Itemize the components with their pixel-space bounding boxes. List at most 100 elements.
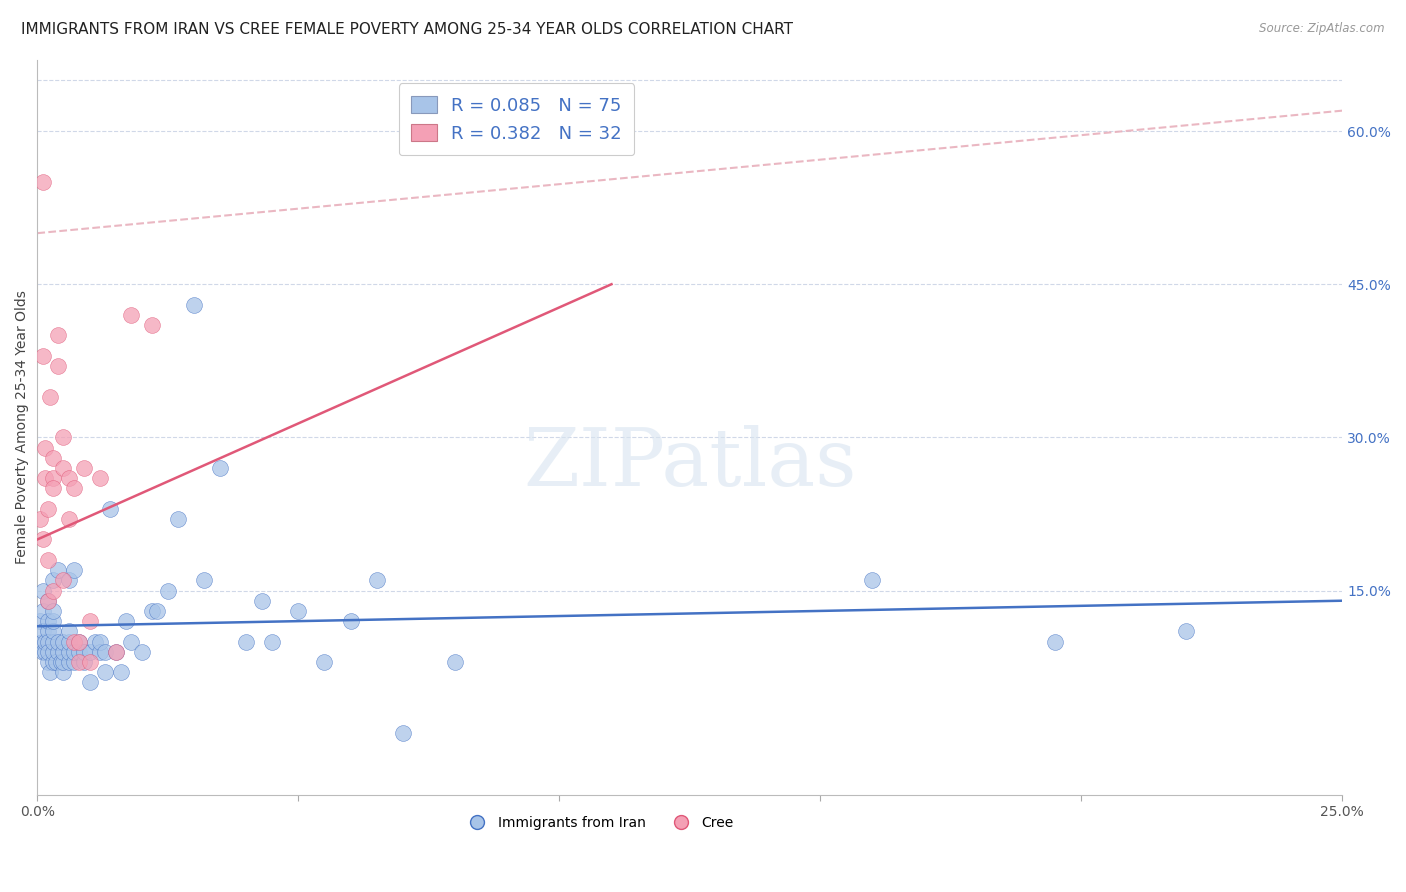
Point <box>28 512 51 526</box>
Point <box>89 634 111 648</box>
Point <box>46 645 69 659</box>
Point <box>37 593 59 607</box>
Point <box>46 359 69 373</box>
Point <box>193 574 215 588</box>
Point <box>42 450 65 465</box>
Point <box>89 645 111 659</box>
Legend: Immigrants from Iran, Cree: Immigrants from Iran, Cree <box>458 811 740 836</box>
Point <box>28 614 51 628</box>
Point <box>67 655 90 669</box>
Point <box>250 593 273 607</box>
Point <box>52 655 75 669</box>
Point <box>42 634 65 648</box>
Point <box>42 471 65 485</box>
Point <box>31 349 53 363</box>
Point <box>52 574 75 588</box>
Point <box>146 604 169 618</box>
Point <box>79 655 101 669</box>
Point <box>31 645 53 659</box>
Point <box>110 665 132 680</box>
Point <box>366 574 388 588</box>
Point <box>34 645 56 659</box>
Point <box>94 665 117 680</box>
Point <box>52 634 75 648</box>
Point <box>42 614 65 628</box>
Point <box>79 675 101 690</box>
Point <box>58 574 80 588</box>
Point <box>46 634 69 648</box>
Point <box>52 430 75 444</box>
Point <box>39 665 62 680</box>
Point <box>31 634 53 648</box>
Y-axis label: Female Poverty Among 25-34 Year Olds: Female Poverty Among 25-34 Year Olds <box>15 290 30 564</box>
Point <box>862 574 884 588</box>
Text: Source: ZipAtlas.com: Source: ZipAtlas.com <box>1260 22 1385 36</box>
Point <box>52 645 75 659</box>
Point <box>42 574 65 588</box>
Point <box>34 634 56 648</box>
Point <box>58 655 80 669</box>
Point <box>89 471 111 485</box>
Point <box>37 645 59 659</box>
Point <box>37 634 59 648</box>
Point <box>37 614 59 628</box>
Point <box>339 614 361 628</box>
Point <box>73 461 96 475</box>
Point <box>63 563 86 577</box>
Point <box>1043 634 1066 648</box>
Point <box>58 624 80 639</box>
Point <box>131 645 153 659</box>
Point <box>58 634 80 648</box>
Point <box>52 461 75 475</box>
Point <box>46 563 69 577</box>
Point <box>37 655 59 669</box>
Point <box>45 655 67 669</box>
Point <box>42 624 65 639</box>
Point <box>79 614 101 628</box>
Text: ZIPatlas: ZIPatlas <box>523 425 856 503</box>
Point <box>46 328 69 343</box>
Point <box>58 471 80 485</box>
Point <box>141 604 163 618</box>
Point <box>31 604 53 618</box>
Text: IMMIGRANTS FROM IRAN VS CREE FEMALE POVERTY AMONG 25-34 YEAR OLDS CORRELATION CH: IMMIGRANTS FROM IRAN VS CREE FEMALE POVE… <box>21 22 793 37</box>
Point <box>167 512 190 526</box>
Point <box>42 655 65 669</box>
Point <box>262 634 284 648</box>
Point <box>183 298 205 312</box>
Point <box>58 645 80 659</box>
Point <box>63 655 86 669</box>
Point <box>42 583 65 598</box>
Point <box>37 553 59 567</box>
Point <box>115 614 138 628</box>
Point <box>58 512 80 526</box>
Point <box>141 318 163 332</box>
Point <box>34 471 56 485</box>
Point <box>31 583 53 598</box>
Point <box>42 604 65 618</box>
Point <box>67 634 90 648</box>
Point <box>42 645 65 659</box>
Point <box>287 604 309 618</box>
Point <box>49 655 72 669</box>
Point <box>52 665 75 680</box>
Point <box>39 390 62 404</box>
Point <box>120 308 142 322</box>
Point <box>63 634 86 648</box>
Point <box>34 441 56 455</box>
Point <box>100 501 122 516</box>
Point <box>104 645 127 659</box>
Point <box>444 655 467 669</box>
Point <box>73 655 96 669</box>
Point <box>1174 624 1197 639</box>
Point <box>37 501 59 516</box>
Point <box>73 645 96 659</box>
Point <box>31 175 53 189</box>
Point <box>120 634 142 648</box>
Point <box>235 634 257 648</box>
Point <box>37 593 59 607</box>
Point <box>391 726 413 740</box>
Point <box>31 533 53 547</box>
Point <box>314 655 336 669</box>
Point <box>94 645 117 659</box>
